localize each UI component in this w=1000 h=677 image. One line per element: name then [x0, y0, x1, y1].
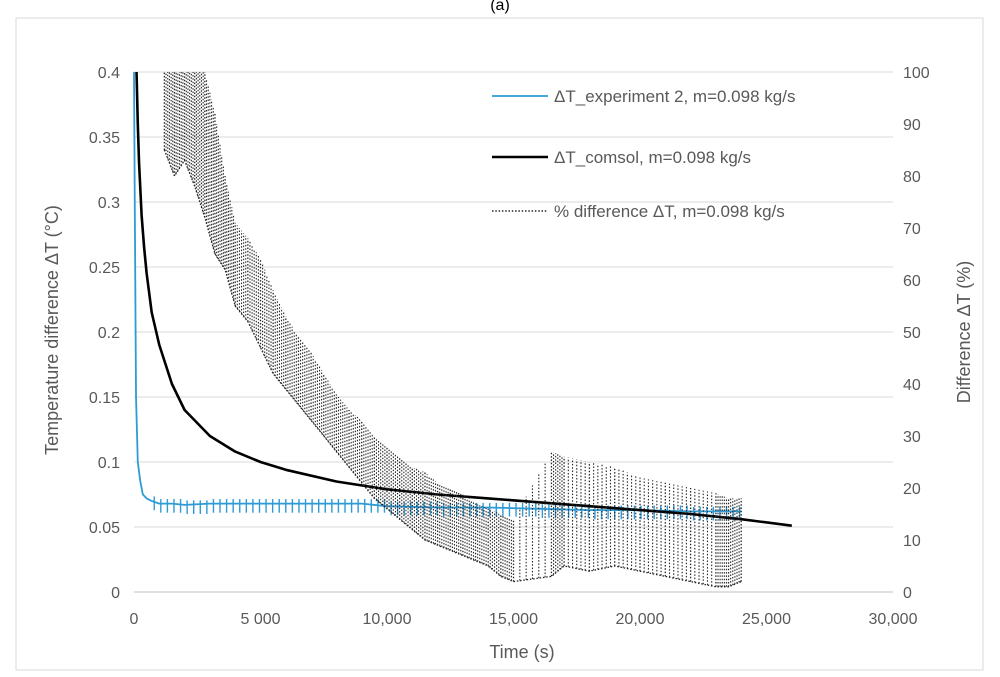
- y-right-tick-label: 60: [903, 273, 921, 290]
- y-left-tick-label: 0.4: [98, 65, 120, 82]
- y-right-tick-label: 50: [903, 325, 921, 342]
- y-right-tick-label: 80: [903, 169, 921, 186]
- y-right-tick-label: 100: [903, 65, 930, 82]
- series-experiment-line: [133, 71, 742, 513]
- difference-envelope: [163, 149, 742, 588]
- y-left-tick-label: 0.35: [89, 130, 120, 147]
- x-axis-title: Time (s): [489, 642, 554, 662]
- y-left-tick-label: 0.05: [89, 520, 120, 537]
- x-tick-label: 0: [130, 611, 139, 628]
- x-tick-label: 25,000: [742, 611, 791, 628]
- y-right-tick-label: 30: [903, 429, 921, 446]
- x-tick-label: 5 000: [240, 611, 280, 628]
- y-right-tick-label: 10: [903, 533, 921, 550]
- y-right-tick-label: 20: [903, 481, 921, 498]
- y-left-tick-label: 0.25: [89, 260, 120, 277]
- y-left-tick-label: 0.1: [98, 455, 120, 472]
- y-right-axis-title: Difference ΔT (%): [954, 261, 974, 403]
- legend-label: ΔT_comsol, m=0.098 kg/s: [554, 148, 751, 167]
- experiment-steps: [153, 496, 741, 521]
- x-tick-label: 30,000: [869, 611, 918, 628]
- series-layer: [133, 71, 792, 588]
- y-left-tick-label: 0.15: [89, 390, 120, 407]
- x-tick-label: 15,000: [489, 611, 538, 628]
- legend: ΔT_experiment 2, m=0.098 kg/s ΔT_comsol, …: [492, 87, 795, 221]
- series-comsol-line: [135, 71, 792, 527]
- legend-label: ΔT_experiment 2, m=0.098 kg/s: [554, 87, 795, 106]
- axes: 0 0.05 0.1 0.15 0.2 0.25 0.3 0.35 0.4 0 10 20 30 40 50…: [89, 65, 930, 628]
- y-left-axis-title: Temperature difference ΔT (°C): [42, 205, 62, 455]
- y-left-tick-label: 0.3: [98, 195, 120, 212]
- y-right-tick-label: 70: [903, 221, 921, 238]
- chart-frame: [15, 17, 984, 671]
- y-right-tick-label: 90: [903, 117, 921, 134]
- series-difference: [163, 72, 742, 588]
- chart-caption: (a): [490, 0, 510, 14]
- x-tick-label: 10,000: [363, 611, 412, 628]
- y-right-tick-label: 40: [903, 377, 921, 394]
- legend-label: % difference ΔT, m=0.098 kg/s: [554, 202, 785, 221]
- y-left-tick-label: 0: [111, 585, 120, 602]
- y-left-tick-label: 0.2: [98, 325, 120, 342]
- x-tick-label: 20,000: [616, 611, 665, 628]
- y-right-tick-label: 0: [903, 585, 912, 602]
